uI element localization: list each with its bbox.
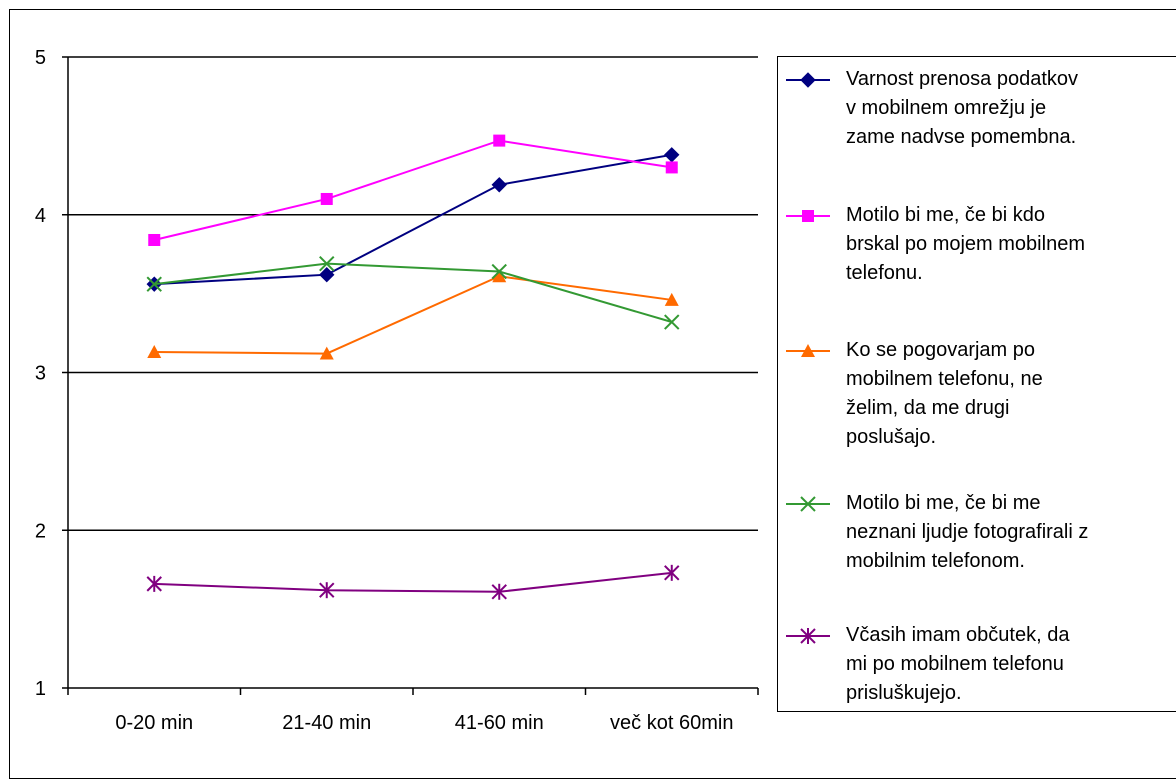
marker-stroke [491,263,507,280]
legend-label: Varnost prenosa podatkov v mobilnem omre… [846,68,1079,148]
data-point [664,292,679,306]
data-point [493,134,506,147]
data-point [664,147,680,163]
legend-marker [802,210,814,222]
y-tick-label: 2 [35,520,46,542]
legend-marker [800,72,816,88]
data-point [492,269,507,283]
legend-swatch [786,72,830,88]
data-point [148,233,161,246]
data-point [319,582,335,599]
data-point [664,314,680,330]
x-tick-label: več kot 60min [610,712,733,734]
series-line [154,275,672,355]
legend-label: Motilo bi me, če bi me neznani ljudje fo… [846,492,1089,572]
legend-swatch [786,496,830,512]
legend-marker [800,496,816,512]
series-2 [148,134,678,246]
legend-marker [801,344,815,357]
legend-swatch [786,628,830,644]
data-point [147,344,162,358]
gridlines [68,56,758,531]
legend-label: Ko se pogovarjam po mobilnem telefonu, n… [846,339,1043,448]
data-point [146,575,162,592]
marker-stroke [664,314,680,330]
axes: 1 2 3 4 5 0-20 min 21-40 min 41-60 min več kot 6… [35,47,759,734]
data-point [665,161,678,174]
data-point [319,255,335,272]
data-point [146,276,162,292]
legend-label: Motilo bi me, če bi kdo brskal po mojem … [846,204,1085,284]
y-tick-label: 3 [35,363,46,385]
series-lines [146,134,680,600]
data-point [320,192,333,205]
data-point [491,583,507,600]
x-tick-label: 21-40 min [282,712,371,734]
legend-label: Včasih imam občutek, da mi po mobilnem t… [846,624,1070,704]
legend: Varnost prenosa podatkov v mobilnem omre… [777,56,1176,712]
marker-stroke [146,276,162,292]
series-line [154,571,672,593]
legend-swatch [786,344,830,357]
series-line [154,262,673,323]
y-tick-label: 4 [35,205,46,227]
data-point [664,564,680,581]
x-tick-label: 41-60 min [455,712,544,734]
marker-stroke [319,255,335,272]
x-tick-label: 0-20 min [115,712,193,734]
y-tick-label: 5 [35,47,46,69]
series-line [154,153,672,286]
series-line [154,139,672,241]
legend-swatch [786,210,830,222]
series-5 [146,564,680,600]
data-point [319,266,335,283]
marker-stroke [800,496,816,512]
line-chart: 1 2 3 4 5 0-20 min 21-40 min 41-60 min več kot 6… [35,47,759,734]
y-tick-label: 1 [35,678,46,700]
data-point [491,177,507,193]
data-point [491,263,507,280]
data-point [319,346,334,360]
series-4 [146,255,680,330]
series-3 [147,269,679,360]
legend-marker [800,628,816,644]
